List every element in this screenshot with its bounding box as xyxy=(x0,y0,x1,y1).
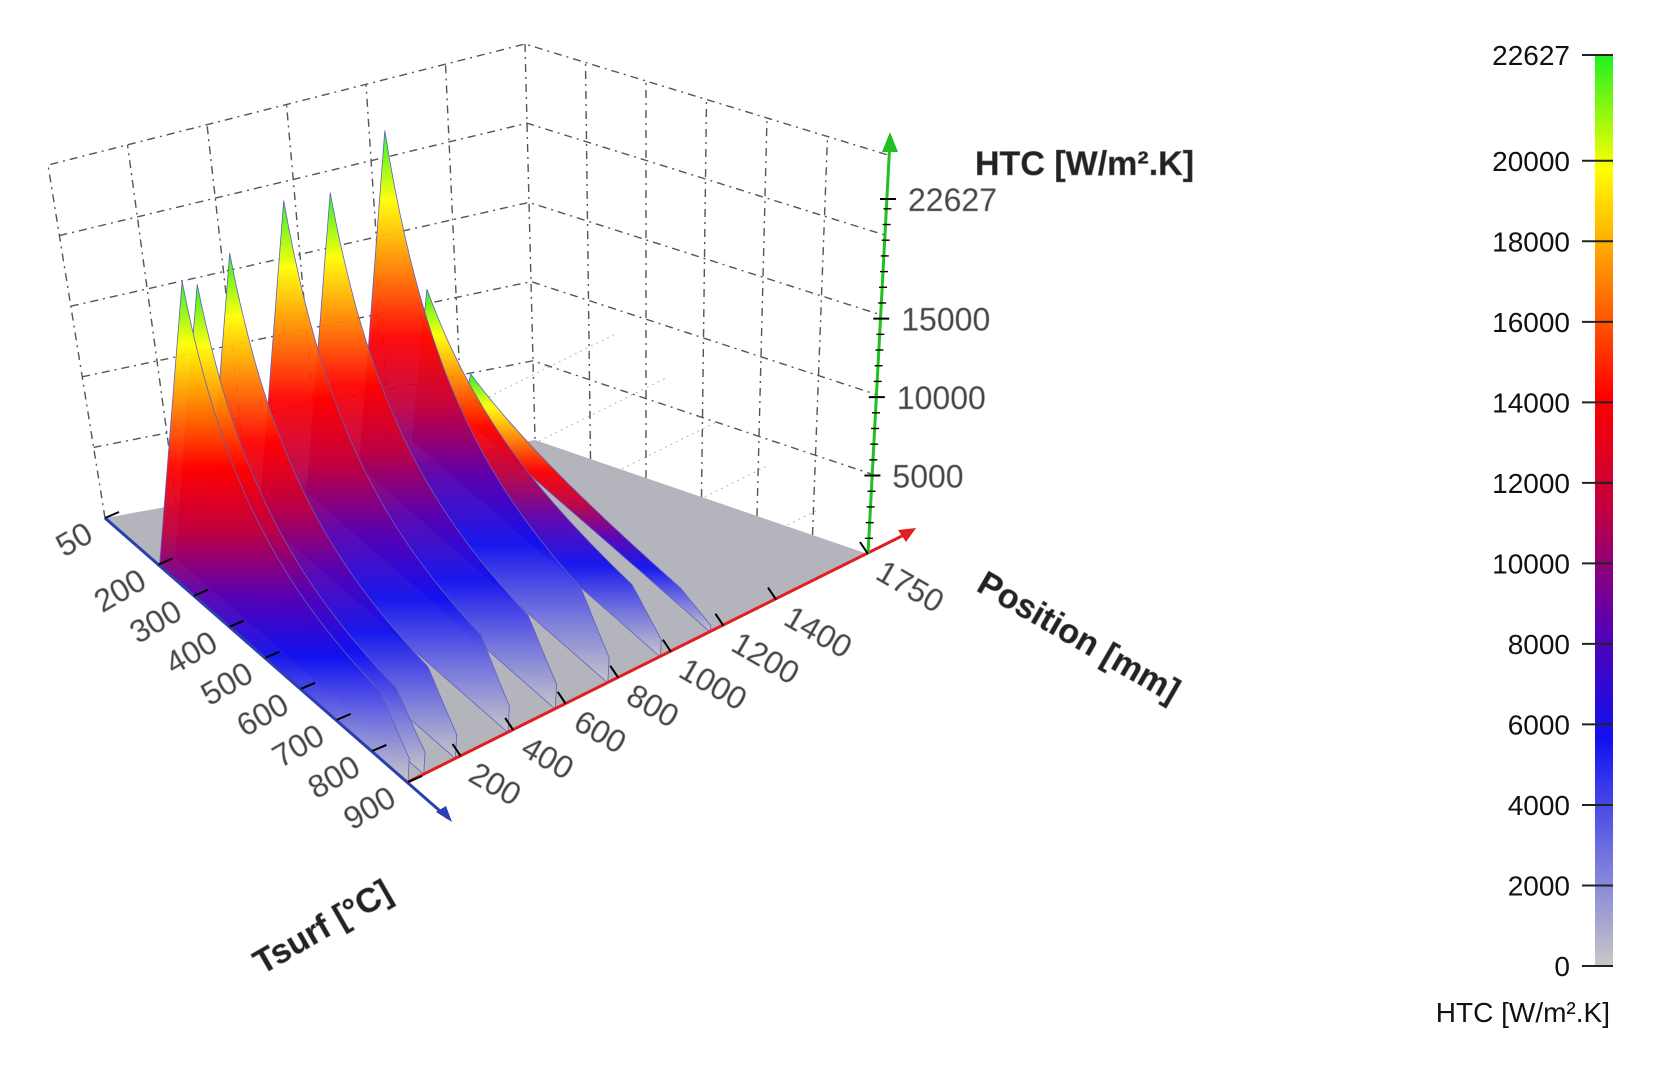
y-axis-title: Position [mm] xyxy=(971,564,1186,710)
colorbar-tick-label: 18000 xyxy=(1492,226,1570,257)
colorbar-tick-label: 10000 xyxy=(1492,548,1570,579)
y-tick-label: 800 xyxy=(621,677,685,735)
colorbar-tick-label: 22627 xyxy=(1492,40,1570,71)
z-axis-arrow xyxy=(882,132,898,152)
grid-line xyxy=(811,136,829,536)
y-tick xyxy=(504,717,514,731)
x-tick xyxy=(336,712,352,721)
grid-line xyxy=(82,280,877,396)
x-tick xyxy=(104,511,120,519)
y-tick-label: 1750 xyxy=(871,553,951,620)
z-tick-label: 5000 xyxy=(892,459,963,495)
y-tick xyxy=(859,541,869,555)
grid-line xyxy=(70,201,881,316)
z-tick-label: 22627 xyxy=(908,182,997,218)
y-tick xyxy=(556,691,567,705)
colorbar-tick-label: 20000 xyxy=(1492,146,1570,177)
colorbar-tick-label: 12000 xyxy=(1492,468,1570,499)
x-axis-title: Tsurf [°C] xyxy=(247,873,398,982)
y-axis-arrow xyxy=(898,528,916,542)
colorbar-tick-label: 0 xyxy=(1554,951,1570,982)
grid-line xyxy=(700,99,708,498)
y-axis-line xyxy=(407,530,911,784)
y-tick xyxy=(767,587,777,601)
x-tick xyxy=(158,557,173,566)
grid-line xyxy=(93,360,873,475)
grid-frame-left xyxy=(47,43,889,519)
x-tick xyxy=(229,619,245,628)
grid-line xyxy=(126,144,178,506)
colorbar-tick-label: 4000 xyxy=(1508,790,1570,821)
colorbar-ticks: 0 2000 4000 6000 8000 10000 12000 14000 16000 180… xyxy=(1492,40,1613,982)
colorbar-strip xyxy=(1595,55,1613,966)
y-tick xyxy=(714,613,725,627)
colorbar-tick-label: 2000 xyxy=(1508,870,1570,901)
y-tick xyxy=(451,743,462,757)
x-tick xyxy=(407,775,423,783)
x-axis-line xyxy=(104,516,449,820)
colorbar-title: HTC [W/m².K] xyxy=(1436,997,1610,1028)
y-tick xyxy=(609,665,620,679)
y-tick-label: 400 xyxy=(516,729,580,787)
grid-line xyxy=(756,117,768,517)
colorbar-tick-label: 8000 xyxy=(1508,629,1570,660)
x-tick xyxy=(300,681,316,690)
z-axis-title: HTC [W/m².K] xyxy=(975,145,1194,183)
colorbar: 0 2000 4000 6000 8000 10000 12000 14000 16000 180… xyxy=(1436,40,1613,1028)
z-tick-label: 15000 xyxy=(901,302,990,338)
x-axis-arrow xyxy=(436,806,452,822)
x-tick xyxy=(193,588,209,597)
x-tick-label: 50 xyxy=(50,515,99,564)
x-tick xyxy=(265,650,280,659)
z-tick-label: 10000 xyxy=(897,380,986,416)
x-tick xyxy=(371,744,387,752)
grid-line xyxy=(59,122,885,237)
y-tick-label: 200 xyxy=(463,755,527,813)
colorbar-tick-label: 6000 xyxy=(1508,709,1570,740)
colorbar-tick-label: 16000 xyxy=(1492,307,1570,338)
grid-line xyxy=(584,62,592,460)
y-tick xyxy=(662,639,672,653)
y-tick-label: 600 xyxy=(568,703,632,761)
grid-back-edge xyxy=(524,43,536,441)
colorbar-tick-label: 14000 xyxy=(1492,387,1570,418)
